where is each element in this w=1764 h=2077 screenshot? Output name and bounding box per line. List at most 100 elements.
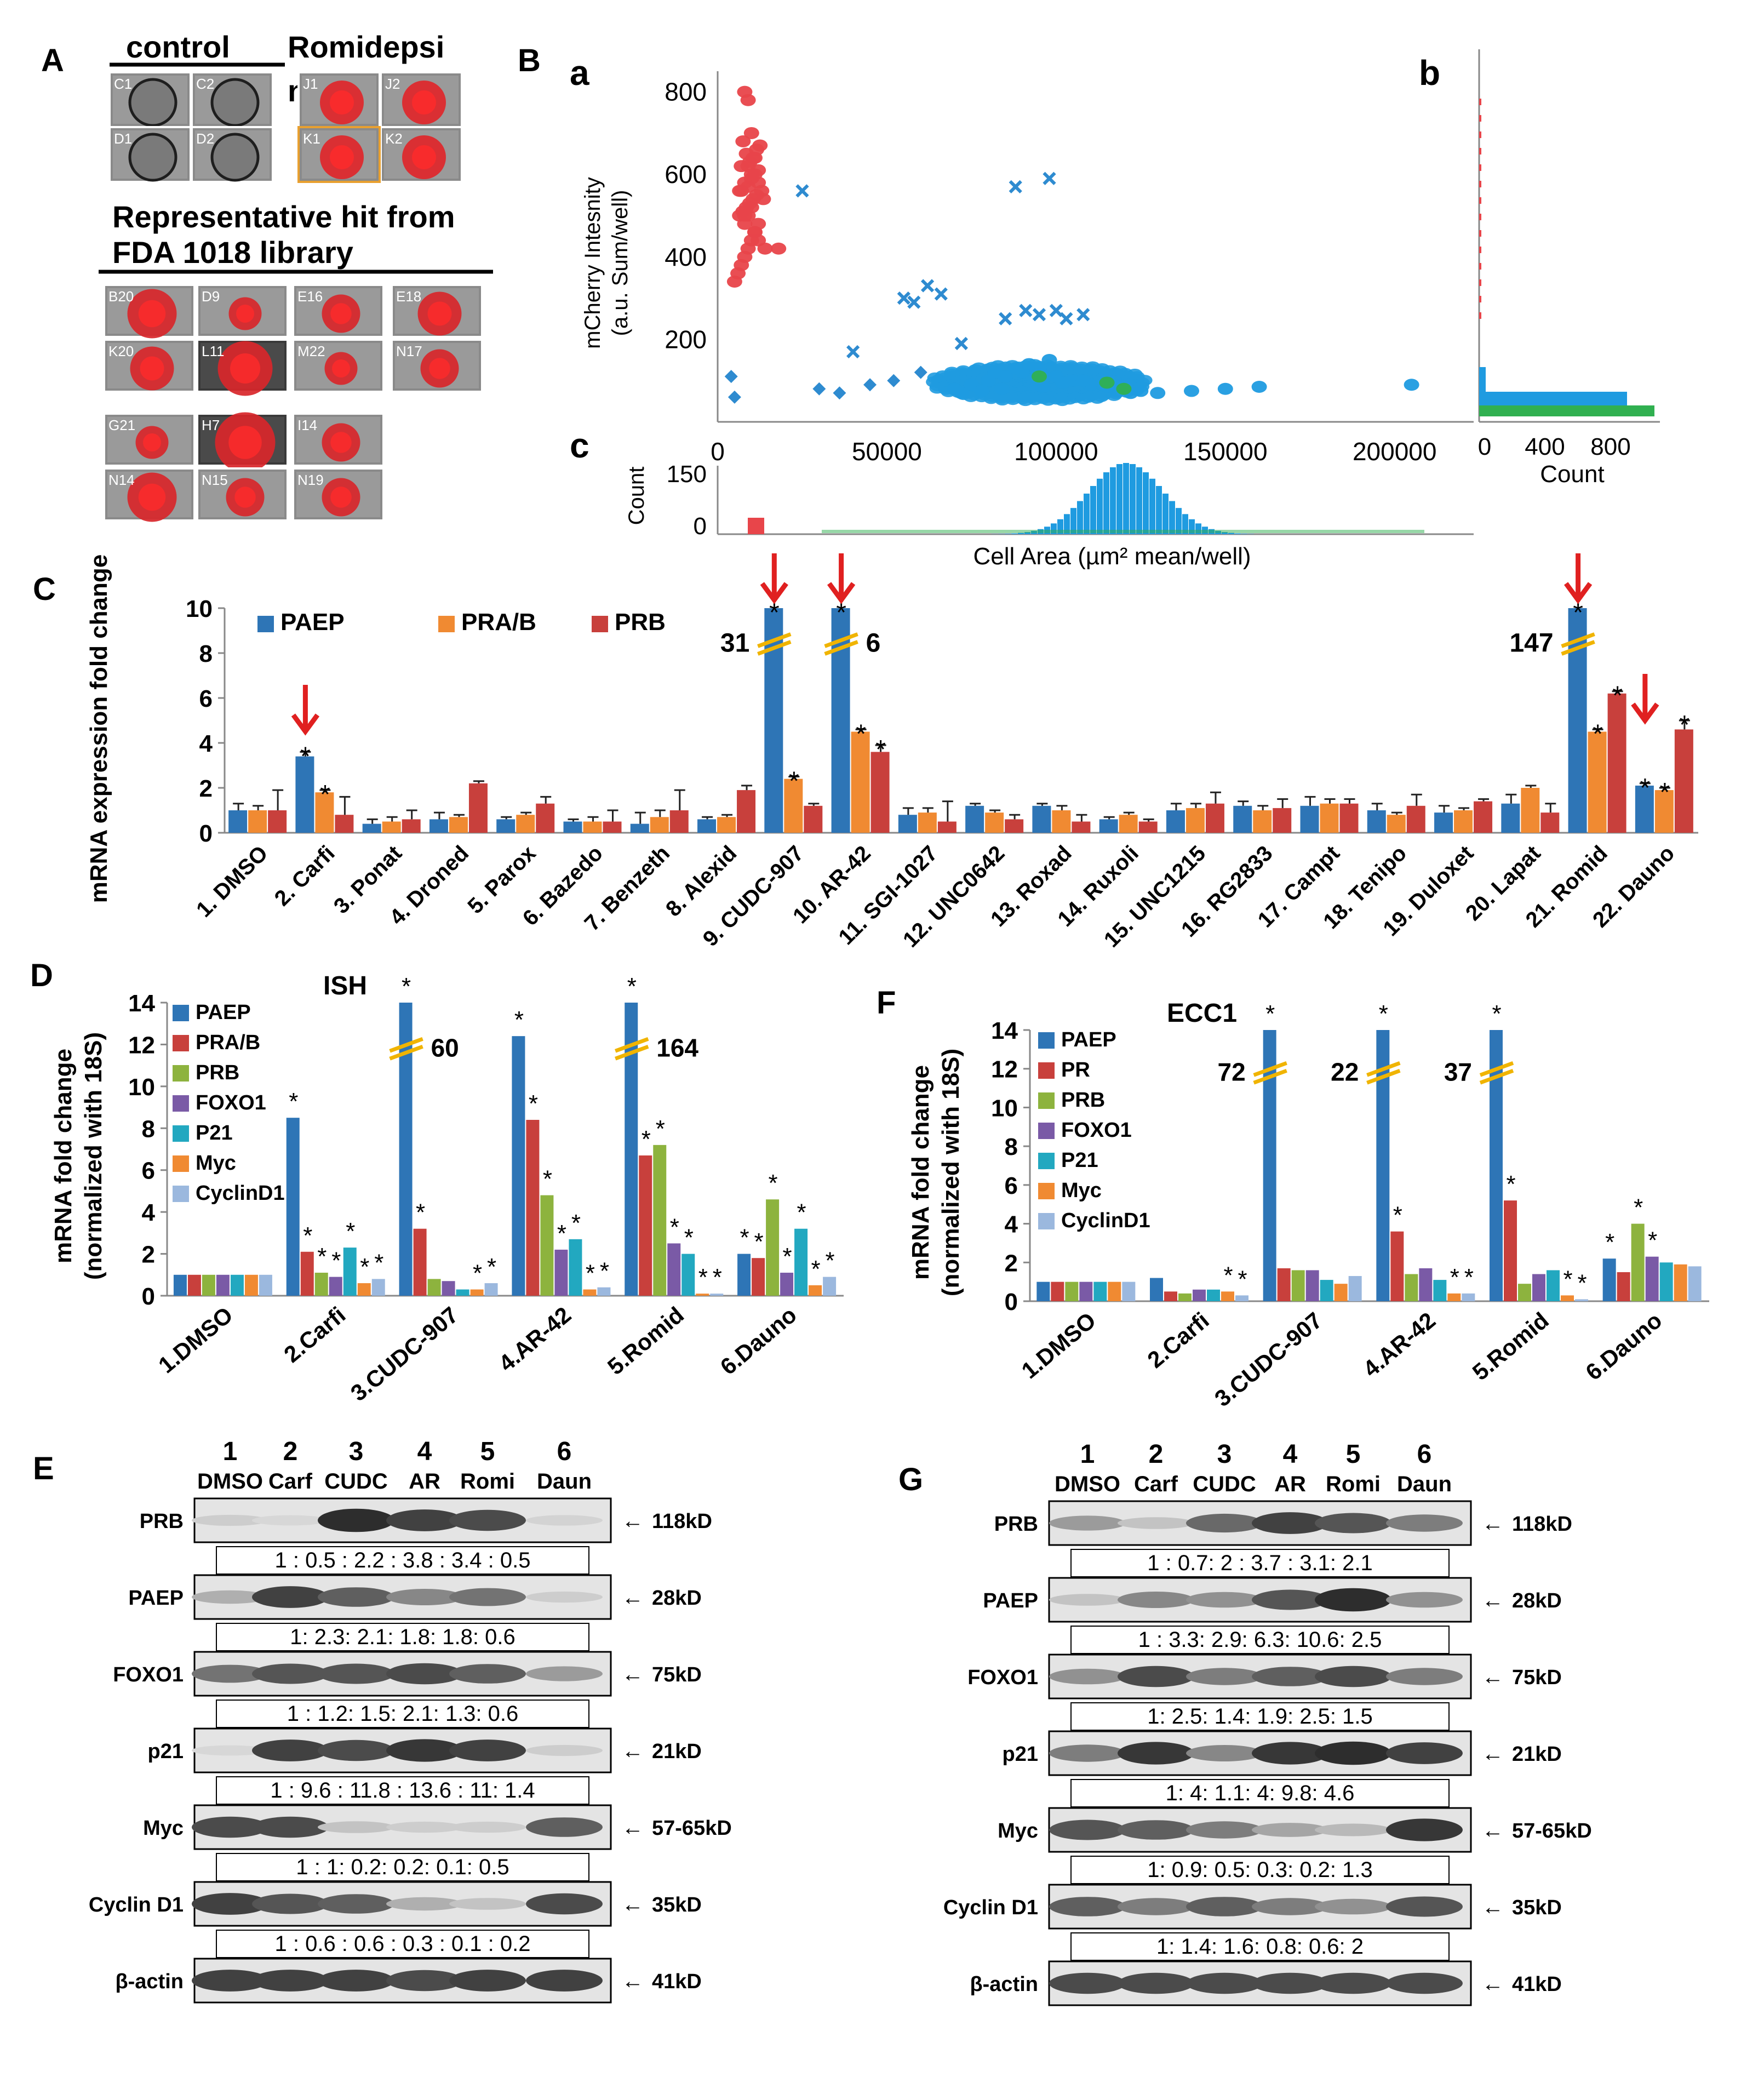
kd-label: 41kD xyxy=(652,1970,702,1993)
hist-right-bar-red xyxy=(1479,148,1481,155)
panel-b: B a b c mCherry Intesnity (a.u. Sum/well… xyxy=(518,43,1660,570)
selected-well-outline xyxy=(297,126,381,183)
hist-right-bar-green xyxy=(1479,405,1654,416)
protein-band xyxy=(318,1740,394,1761)
bar-paep xyxy=(228,810,248,833)
error-bar xyxy=(272,789,284,810)
blot-row-paep: PAEP ← 28kD 1 : 3.3: 2.9: 6.3: 10.6: 2.5 xyxy=(983,1577,1562,1654)
well-image: C1 xyxy=(108,71,192,128)
bar-prab xyxy=(918,813,937,833)
scatter-point xyxy=(1404,379,1419,391)
bar-myc xyxy=(1447,1293,1461,1301)
panel-letter-bc: c xyxy=(570,426,589,465)
category-label: 1. DMSO xyxy=(192,841,272,922)
scatter-diamond-point xyxy=(833,386,846,400)
scatter-cluster-point xyxy=(971,362,987,374)
arrow-glyph: ← xyxy=(1482,1895,1504,1919)
y-tick-label: 8 xyxy=(199,640,213,667)
blot-protein-label: β-actin xyxy=(115,1970,184,1993)
scatter-ylabel-1: mCherry Intesnity xyxy=(581,177,605,348)
significance-star: * xyxy=(1464,1264,1474,1291)
hist-bottom-bar-green xyxy=(822,530,1424,533)
blot-row-actin: β-actin ← 41kD xyxy=(970,1960,1562,2006)
kd-label: 28kD xyxy=(652,1587,702,1610)
y-tick-label: 12 xyxy=(128,1032,155,1058)
bar-prab xyxy=(413,1228,427,1296)
bar-myc xyxy=(1108,1281,1121,1301)
hist-right-tick: 800 xyxy=(1590,433,1630,460)
arrow-glyph: ← xyxy=(622,1969,644,1993)
spheroid-outline xyxy=(128,78,177,127)
panel-letter-bb: b xyxy=(1419,53,1440,93)
significance-star: * xyxy=(1605,1229,1614,1256)
legend-label: FOXO1 xyxy=(1061,1119,1132,1142)
scatter-cluster-point xyxy=(1085,361,1101,373)
lane-number: 3 xyxy=(1217,1440,1232,1469)
kd-label: 35kD xyxy=(1512,1896,1562,1919)
significance-star: * xyxy=(1648,1227,1657,1254)
bar-paep xyxy=(630,823,649,833)
bar-prab xyxy=(851,731,870,833)
significance-star: * xyxy=(1680,711,1690,740)
error-bar xyxy=(1170,803,1182,810)
bar-cyclind1 xyxy=(710,1294,724,1296)
well-image: D2 xyxy=(191,126,274,183)
arrow-glyph: ← xyxy=(1482,1588,1504,1612)
scatter-point xyxy=(771,242,787,255)
bar-cyclind1 xyxy=(1348,1276,1362,1301)
hist-bottom-bar xyxy=(1097,478,1103,534)
bar-myc xyxy=(1334,1284,1348,1301)
significance-star: * xyxy=(487,1254,496,1280)
y-axis-label-f-2: (normalized with 18S) xyxy=(937,1049,964,1296)
ratio-values: 1 : 0.5 : 2.2 : 3.8 : 3.4 : 0.5 xyxy=(275,1548,531,1572)
bar-prb xyxy=(540,1195,554,1296)
error-bar xyxy=(721,814,733,817)
bar-p21 xyxy=(456,1289,469,1296)
legend-label: Myc xyxy=(1061,1179,1102,1202)
bar-myc xyxy=(809,1285,822,1296)
well-image: J1 xyxy=(297,71,381,128)
chart-title-f: ECC1 xyxy=(1167,999,1237,1028)
category-label: 6.Dauno xyxy=(1580,1307,1666,1386)
scatter-cluster-point xyxy=(1127,368,1143,380)
bar-paep xyxy=(1032,805,1051,833)
bar-cyclind1 xyxy=(259,1274,272,1296)
hist-right-bar-red xyxy=(1479,164,1481,171)
bar-prab xyxy=(315,792,334,833)
y-tick-label: 4 xyxy=(199,730,213,757)
ratio-values: 1: 2.5: 1.4: 1.9: 2.5: 1.5 xyxy=(1147,1704,1372,1729)
error-bar xyxy=(654,809,666,817)
legend-label: PAEP xyxy=(280,609,345,636)
bar-paep xyxy=(1300,805,1319,833)
scatter-y-tick: 800 xyxy=(665,78,707,106)
scatter-cross-point xyxy=(1059,312,1073,325)
well-id-label: N15 xyxy=(202,472,228,488)
protein-band xyxy=(526,1817,603,1837)
bar-p21 xyxy=(1207,1289,1220,1301)
scatter-cluster-point xyxy=(1090,393,1106,404)
y-axis-label-c: mRNA expression fold change xyxy=(85,554,112,903)
romidepsin-label-1: Romidepsi xyxy=(288,30,444,64)
spheroid-core xyxy=(330,303,352,324)
significance-star: * xyxy=(642,1126,651,1153)
scatter-point xyxy=(1116,382,1132,395)
hist-right-bar-red xyxy=(1479,230,1481,237)
bar-foxo1 xyxy=(554,1249,568,1296)
well-image: C2 xyxy=(191,71,274,128)
bar-prab xyxy=(1052,810,1071,833)
scatter-point xyxy=(1055,376,1071,389)
significance-star: * xyxy=(1506,1171,1515,1198)
protein-band xyxy=(1118,1592,1194,1608)
protein-band xyxy=(1386,1818,1463,1841)
bar-prab xyxy=(1654,790,1674,833)
protein-band xyxy=(252,1586,329,1608)
control-wells: C1 C2 D1 D2 xyxy=(108,71,274,183)
error-bar xyxy=(1505,793,1517,804)
scatter-cluster-point xyxy=(1112,365,1128,377)
cell-area-xlabel: Cell Area (µm² mean/well) xyxy=(973,543,1251,570)
bar-foxo1 xyxy=(1193,1289,1206,1301)
significance-star: * xyxy=(529,1090,538,1117)
error-bar xyxy=(406,809,417,820)
ratio-box xyxy=(216,1853,589,1881)
